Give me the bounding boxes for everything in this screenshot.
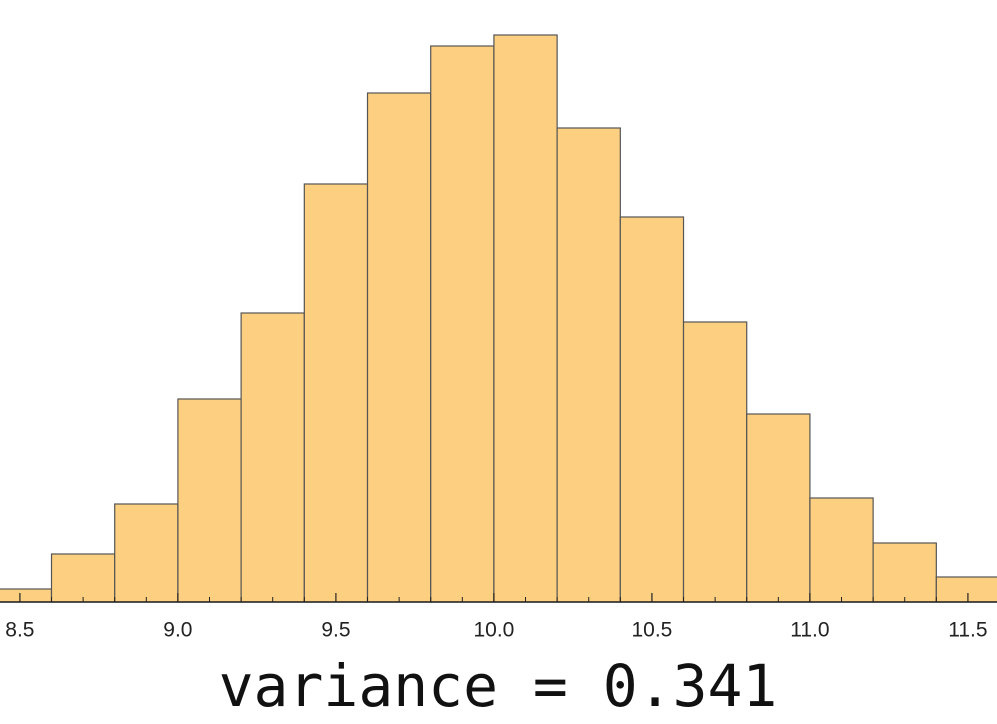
x-tick-label: 9.5: [321, 619, 350, 642]
bar: [556, 127, 621, 603]
bar: [493, 34, 558, 603]
x-tick-label: 8.5: [5, 619, 34, 642]
bar: [430, 45, 495, 603]
bar: [619, 216, 685, 603]
bar: [114, 503, 179, 603]
bar: [240, 312, 305, 603]
x-tick-label: 10.0: [473, 619, 514, 642]
bar: [177, 398, 242, 603]
bar: [50, 553, 116, 603]
x-tick-label: 9.0: [163, 619, 192, 642]
bar: [366, 92, 432, 603]
x-tick-label: 11.5: [948, 619, 987, 642]
bar: [0, 588, 53, 603]
bar: [682, 321, 748, 603]
annotation: variance = 0.341: [219, 652, 778, 720]
bar: [746, 413, 811, 603]
bar: [809, 497, 874, 603]
bar: [872, 542, 937, 603]
x-tick-label: 11.0: [790, 619, 829, 642]
bar: [935, 576, 997, 603]
x-tick-label: 10.5: [631, 619, 672, 642]
bar: [303, 183, 369, 603]
